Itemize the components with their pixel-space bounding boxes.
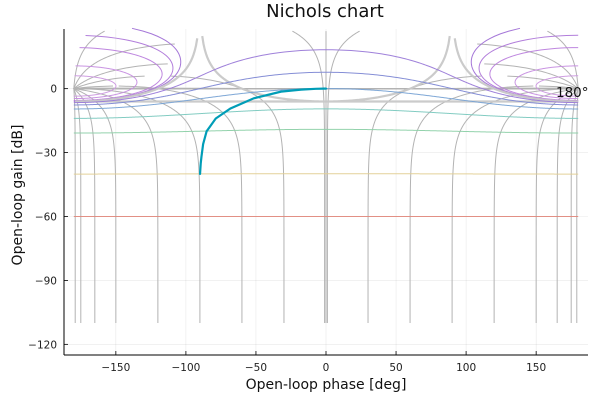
gain-contour-6 — [73, 49, 579, 104]
phase-contour-7-right — [367, 75, 481, 324]
phase-contour-0-right — [73, 30, 579, 324]
phase-contour-2-left — [72, 63, 580, 324]
phase-contour-1-left — [73, 43, 579, 324]
phase-contour-6-left — [118, 85, 243, 324]
phase-annotation: 180° — [556, 85, 589, 101]
phase-contour-5-left — [87, 88, 201, 324]
y-axis-title: Open-loop gain [dB] — [10, 125, 26, 266]
gain-contours — [73, 27, 579, 218]
y-tick-label: −30 — [35, 148, 57, 160]
gain-contour-10 — [73, 128, 579, 134]
phase-contour-8-left — [292, 30, 326, 324]
phase-contour-4-right — [76, 85, 577, 324]
ticks-layer: −150 −100 −50 0 50 100 150 0 −30 −60 −90 −120 — [28, 84, 546, 374]
y-tick-label: −60 — [35, 212, 57, 224]
gain-contour-7 — [73, 71, 579, 106]
phase-contour-7-left — [171, 75, 285, 324]
x-tick-label: 50 — [389, 362, 402, 374]
x-axis-title: Open-loop phase [deg] — [246, 377, 407, 393]
series-line-0 — [198, 87, 328, 175]
x-tick-label: 100 — [456, 362, 476, 374]
phase-contour-3-right — [74, 75, 578, 324]
y-tick-label: −90 — [35, 275, 57, 287]
phase-contour-2-right — [72, 63, 580, 324]
x-tick-label: −100 — [171, 362, 200, 374]
y-tick-label: −120 — [28, 339, 57, 351]
series-layer — [198, 87, 328, 175]
gain-contour-1 — [73, 65, 579, 100]
phase-contours — [72, 30, 580, 324]
chart-title: Nichols chart — [266, 1, 384, 22]
phase-contour-1-right — [73, 43, 579, 324]
phase-contour-6-right — [409, 85, 534, 324]
phase-contour-8-right — [326, 30, 360, 324]
phase-contour-5-right — [451, 88, 565, 324]
phase-contour-0-left — [73, 30, 579, 324]
y-tick-label: 0 — [50, 84, 57, 96]
gain-contour-9 — [73, 108, 579, 119]
x-tick-label: −150 — [101, 362, 130, 374]
x-tick-label: 150 — [526, 362, 546, 374]
gain-contour-0 — [73, 75, 579, 97]
x-tick-label: −50 — [245, 362, 267, 374]
gain-contour-2 — [73, 47, 579, 101]
x-tick-label: 0 — [323, 362, 330, 374]
phase-contour-4-left — [75, 85, 576, 324]
phase-contour-3-left — [74, 75, 578, 324]
